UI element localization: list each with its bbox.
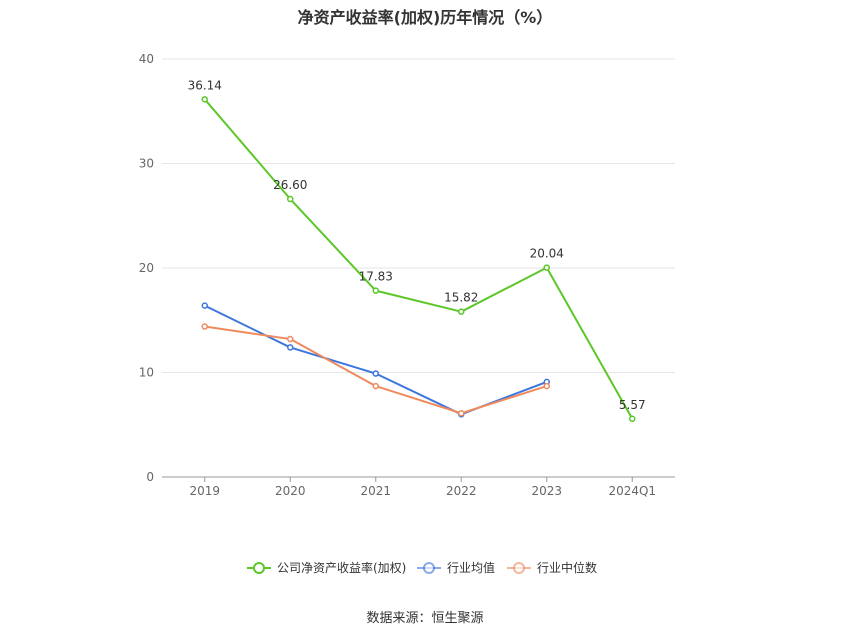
legend-marker	[513, 562, 525, 574]
data-point	[372, 370, 379, 377]
data-point	[458, 410, 465, 417]
y-tick-label: 10	[139, 366, 154, 380]
data-point	[629, 415, 636, 423]
y-tick-label: 0	[146, 470, 154, 484]
series-line	[204, 325, 548, 415]
legend-label: 行业中位数	[537, 560, 597, 575]
legend-marker	[423, 562, 435, 574]
data-point	[287, 195, 294, 203]
legend-label: 公司净资产收益率(加权)	[277, 560, 406, 575]
data-point	[201, 323, 208, 330]
data-label: 36.14	[188, 78, 222, 92]
y-tick-label: 20	[139, 261, 154, 275]
legend-marker	[253, 562, 265, 574]
x-tick-label: 2020	[275, 484, 306, 498]
data-point	[458, 308, 465, 315]
data-source: 数据来源：恒生聚源	[366, 611, 484, 626]
data-label: 15.82	[444, 291, 478, 305]
data-point	[201, 96, 208, 103]
series-line	[203, 98, 634, 420]
data-point	[372, 287, 379, 294]
data-label: 26.60	[273, 178, 307, 192]
y-tick-label: 30	[139, 157, 154, 171]
x-axis: 2019 2020 2021 2022 2023 2024Q1	[162, 476, 675, 498]
x-tick-label: 2019	[189, 484, 220, 498]
legend-label: 行业均值	[447, 560, 495, 575]
data-label: 20.04	[530, 247, 564, 261]
legend: 公司净资产收益率(加权) 行业均值 行业中位数	[247, 560, 597, 575]
chart-title: 净资产收益率(加权)历年情况（%）	[297, 8, 553, 27]
y-axis: 0 10 20 30 40	[139, 52, 154, 484]
grid-lines	[162, 58, 675, 373]
data-point	[201, 302, 208, 309]
x-tick-label: 2023	[531, 484, 562, 498]
data-label: 17.83	[359, 270, 393, 284]
x-tick-label: 2021	[360, 484, 391, 498]
data-point	[372, 382, 379, 390]
y-tick-label: 40	[139, 52, 154, 66]
x-tick-label: 2022	[446, 484, 477, 498]
x-tick-label: 2024Q1	[608, 484, 656, 498]
series-line	[204, 304, 548, 416]
data-point	[543, 382, 550, 390]
data-point	[543, 264, 550, 271]
data-labels: 36.14 26.60 17.83 15.82 20.04 5.57	[188, 78, 646, 411]
series-layer	[201, 96, 636, 423]
data-point	[287, 344, 294, 351]
data-label: 5.57	[619, 398, 646, 412]
data-point	[287, 335, 294, 343]
